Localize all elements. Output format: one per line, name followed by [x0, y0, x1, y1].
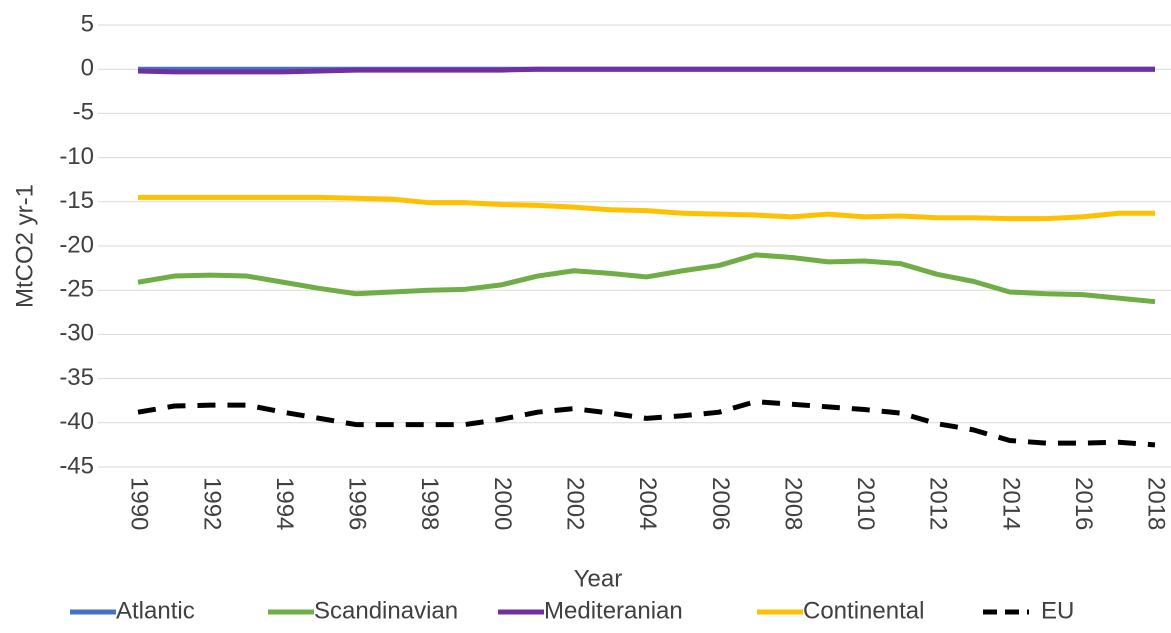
x-tick-label: 2010	[852, 477, 879, 530]
x-tick-label: 1996	[344, 477, 371, 530]
y-tick-label: -30	[59, 320, 94, 347]
x-tick-label: 2000	[489, 477, 516, 530]
y-tick-label: -25	[59, 276, 94, 303]
x-tick-label: 2008	[779, 477, 806, 530]
x-tick-label: 2004	[634, 477, 661, 530]
y-tick-label: 5	[81, 10, 94, 37]
y-tick-label: -35	[59, 364, 94, 391]
legend-label: Scandinavian	[314, 597, 458, 624]
x-tick-label: 2002	[562, 477, 589, 530]
y-tick-label: 0	[81, 55, 94, 82]
y-axis-label: MtCO2 yr-1	[11, 184, 38, 308]
y-tick-label: -10	[59, 143, 94, 170]
x-tick-label: 2012	[925, 477, 952, 530]
y-tick-label: -40	[59, 408, 94, 435]
y-tick-label: -15	[59, 187, 94, 214]
legend-label: Mediteranian	[544, 597, 683, 624]
legend-label: EU	[1041, 597, 1074, 624]
x-tick-label: 1994	[271, 477, 298, 530]
y-tick-label: -5	[73, 99, 94, 126]
x-tick-label: 2014	[997, 477, 1024, 530]
y-tick-label: -20	[59, 231, 94, 258]
series-line	[137, 66, 1155, 75]
series-line	[138, 194, 1155, 222]
x-tick-label: 2016	[1070, 477, 1097, 530]
y-tick-label: -45	[59, 452, 94, 479]
x-tick-label: 2018	[1143, 477, 1170, 530]
x-tick-label: 1992	[198, 477, 225, 530]
x-tick-label: 1990	[126, 477, 153, 530]
series-line	[137, 399, 1156, 448]
legend-label: Continental	[803, 597, 924, 624]
x-axis-label: Year	[574, 565, 623, 592]
series-line	[137, 252, 1156, 305]
x-tick-label: 2006	[707, 477, 734, 530]
legend-label: Atlantic	[116, 597, 195, 624]
x-tick-label: 1998	[416, 477, 443, 530]
